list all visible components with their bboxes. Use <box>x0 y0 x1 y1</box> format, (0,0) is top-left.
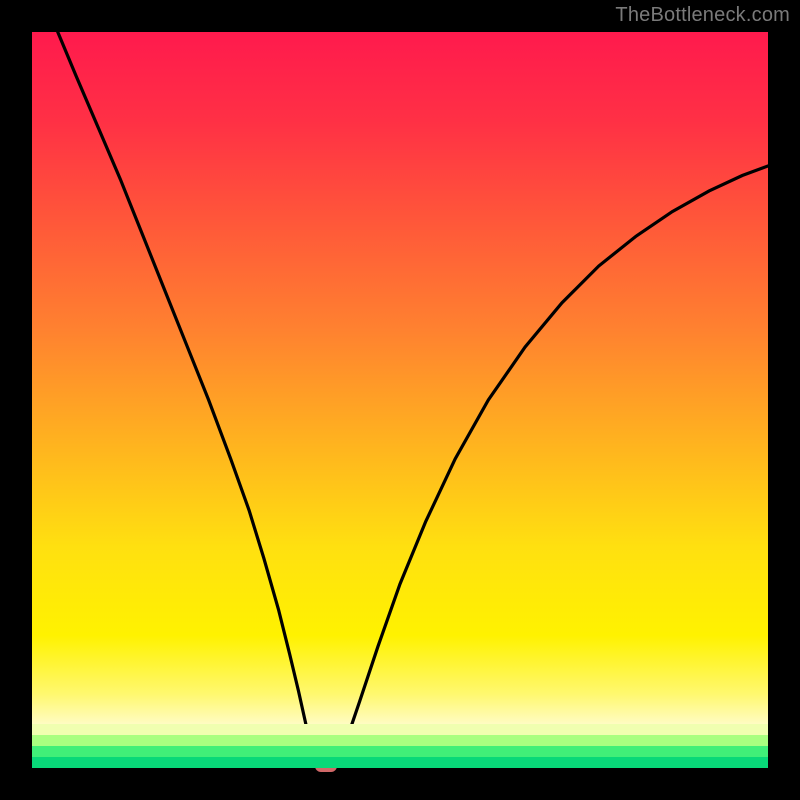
bottom-stripe <box>32 724 768 735</box>
curve-left <box>58 32 321 768</box>
bottom-stripe <box>32 757 768 768</box>
curve-right <box>332 166 768 768</box>
chart-curves-svg <box>32 32 768 768</box>
chart-plot-area <box>32 32 768 768</box>
bottom-stripe <box>32 735 768 746</box>
bottom-stripe <box>32 746 768 757</box>
watermark-text: TheBottleneck.com <box>615 4 790 27</box>
